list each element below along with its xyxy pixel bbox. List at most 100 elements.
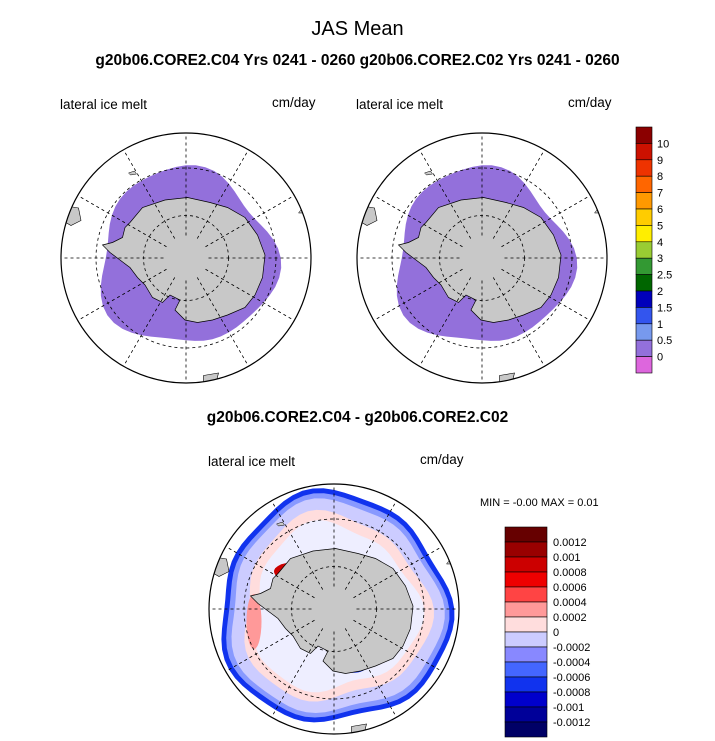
diff-colorbar-box: [504, 706, 548, 723]
diff-colorbar-label: -0.0002: [553, 642, 590, 654]
stats-readout: MIN = -0.00 MAX = 0.01: [480, 497, 599, 509]
panel1-meridian: [196, 149, 249, 239]
top-colorbar-box: [635, 274, 653, 292]
top-colorbar-label: 2: [657, 286, 663, 298]
diff-colorbar-box: [504, 721, 548, 738]
top-colorbar-label: 1: [657, 319, 663, 331]
panel1-map-border: [60, 132, 312, 384]
top-colorbar-label: 8: [657, 171, 663, 183]
top-colorbar-box: [635, 307, 653, 325]
panel3-meridian: [271, 628, 324, 718]
diff-colorbar-box: [504, 661, 548, 678]
subtitle: g20b06.CORE2.C04 Yrs 0241 - 0260 g20b06.…: [95, 52, 620, 69]
diff-colorbar-box: [504, 556, 548, 573]
diff-colorbar-box: [504, 601, 548, 618]
panel1-meridian: [205, 268, 295, 321]
panel3-meridian: [225, 546, 315, 599]
panel1-variable: lateral ice melt: [60, 97, 148, 112]
top-colorbar-box: [635, 225, 653, 243]
panel2-variable: lateral ice melt: [356, 97, 444, 112]
top-colorbar-box: [635, 126, 653, 144]
top-colorbar-label: 6: [657, 204, 663, 216]
panel2-island: [424, 170, 433, 176]
panel1-meridian: [77, 195, 167, 248]
map-panel-2: [356, 132, 608, 384]
diff-colorbar-box: [504, 616, 548, 633]
panel1-plot-area: [61, 133, 311, 383]
diff-colorbar-label: 0.0012: [553, 537, 587, 549]
diff-colorbar-label: 0.001: [553, 552, 581, 564]
panel3-meridian: [353, 546, 443, 599]
top-colorbar-box: [635, 290, 653, 308]
diff-colorbar-label: -0.0012: [553, 717, 590, 729]
panel2-antarctica: [397, 197, 562, 323]
colorbar-diff: 0.0012 0.001 0.0008 0.0006 0.0004 0.0002 0 -0.0…: [504, 526, 590, 738]
panel1-antarctica: [101, 197, 266, 323]
panel3-island: [276, 521, 285, 527]
max-label: MAX =: [540, 497, 575, 509]
top-colorbar-box: [635, 143, 653, 161]
top-colorbar-label: 1.5: [657, 302, 672, 314]
diff-colorbar-label: 0: [553, 627, 559, 639]
panel2-map-border: [356, 132, 608, 384]
diff-colorbar-box: [504, 676, 548, 693]
top-colorbar-box: [635, 175, 653, 193]
panel3-meridian: [271, 500, 324, 590]
map-panel-1: [60, 132, 312, 384]
diff-colorbar-label: -0.0008: [553, 687, 590, 699]
top-colorbar-label: 9: [657, 155, 663, 167]
panel2-meridian: [373, 195, 463, 248]
panel1-meridian: [77, 268, 167, 321]
map-panel-3: [208, 483, 460, 735]
panel1-island: [128, 170, 137, 176]
panel2-units: cm/day: [568, 95, 612, 110]
top-colorbar-box: [635, 257, 653, 275]
top-colorbar-label: 0: [657, 352, 663, 364]
difference-title: g20b06.CORE2.C04 - g20b06.CORE2.C02: [206, 409, 509, 426]
panel3-plot-area: [209, 484, 459, 734]
diff-colorbar-box: [504, 586, 548, 603]
panel1-meridian: [205, 195, 295, 248]
diff-colorbar-label: 0.0006: [553, 582, 587, 594]
top-colorbar-label: 3: [657, 253, 663, 265]
panel3-antarctica: [249, 548, 414, 674]
top-colorbar-box: [635, 159, 653, 177]
min-value: -0.00: [512, 497, 538, 509]
diff-colorbar-label: 0.0004: [553, 597, 587, 609]
diff-colorbar-label: -0.001: [553, 702, 584, 714]
main-title: JAS Mean: [311, 18, 404, 40]
panel2-meridian: [501, 268, 591, 321]
panel3-units: cm/day: [420, 452, 464, 467]
panel3-variable: lateral ice melt: [208, 454, 296, 469]
panel2-meridian: [373, 268, 463, 321]
diff-colorbar-box: [504, 631, 548, 648]
panel3-map-border: [208, 483, 460, 735]
colorbar-top: 10 9 8 7 6 5 4 3 2.5 2 1.5 1 0.5 0: [635, 126, 672, 374]
panel3-meridian: [344, 500, 397, 590]
panel1-meridian: [123, 149, 176, 239]
panel3-meridian: [344, 628, 397, 718]
panel2-meridian: [419, 149, 472, 239]
panel1-units: cm/day: [272, 95, 316, 110]
diff-colorbar-box: [504, 526, 548, 543]
diff-colorbar-box: [504, 571, 548, 588]
max-value: 0.01: [577, 497, 599, 509]
top-colorbar-box: [635, 323, 653, 341]
panel3-meridian: [353, 619, 443, 672]
diff-colorbar-label: -0.0006: [553, 672, 590, 684]
diff-colorbar-box: [504, 541, 548, 558]
top-colorbar-label: 0.5: [657, 335, 672, 347]
diff-colorbar-box: [504, 691, 548, 708]
diff-colorbar-box: [504, 646, 548, 663]
panel2-meridian: [419, 277, 472, 367]
panel2-meridian: [492, 277, 545, 367]
min-label: MIN =: [480, 497, 510, 509]
diff-colorbar-label: 0.0008: [553, 567, 587, 579]
panel3-meridian: [225, 619, 315, 672]
panel2-meridian: [492, 149, 545, 239]
top-colorbar-label: 7: [657, 188, 663, 200]
top-colorbar-box: [635, 241, 653, 259]
top-colorbar-box: [635, 356, 653, 374]
top-colorbar-label: 4: [657, 237, 663, 249]
